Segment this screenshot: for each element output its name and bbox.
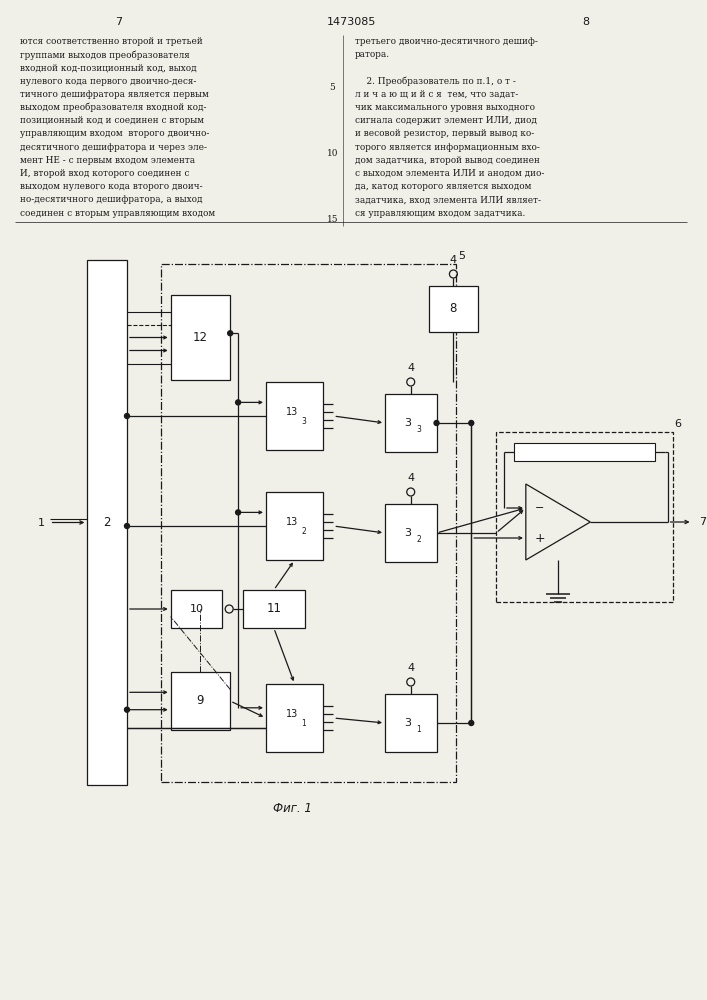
Bar — [266, 382, 323, 450]
Text: 4: 4 — [407, 473, 414, 483]
Text: 10: 10 — [327, 149, 338, 158]
Bar — [385, 394, 436, 452]
Text: выходом преобразователя входной код-: выходом преобразователя входной код- — [20, 103, 206, 112]
Text: 4: 4 — [450, 255, 457, 265]
Bar — [385, 694, 436, 752]
Bar — [170, 672, 230, 730]
Bar — [496, 432, 672, 602]
Text: выходом нулевого кода второго двоич-: выходом нулевого кода второго двоич- — [20, 182, 202, 191]
Text: 13: 13 — [286, 517, 298, 527]
Bar — [87, 260, 127, 785]
Circle shape — [235, 510, 240, 515]
Text: с выходом элемента ИЛИ и анодом дио-: с выходом элемента ИЛИ и анодом дио- — [355, 169, 544, 178]
Text: 3: 3 — [404, 418, 411, 428]
Text: 8: 8 — [450, 302, 457, 316]
Text: И, второй вход которого соединен с: И, второй вход которого соединен с — [20, 169, 189, 178]
Text: мент НЕ - с первым входом элемента: мент НЕ - с первым входом элемента — [20, 156, 195, 165]
Text: −: − — [535, 503, 544, 513]
Text: десятичного дешифратора и через эле-: десятичного дешифратора и через эле- — [20, 143, 207, 152]
Text: 1: 1 — [302, 720, 306, 728]
Text: соединен с вторым управляющим входом: соединен с вторым управляющим входом — [20, 209, 215, 218]
Text: 7: 7 — [699, 517, 706, 527]
Bar — [514, 443, 655, 461]
Text: 13: 13 — [286, 407, 298, 417]
Text: но-десятичного дешифратора, а выход: но-десятичного дешифратора, а выход — [20, 195, 202, 204]
Text: 11: 11 — [267, 602, 281, 615]
Circle shape — [124, 414, 129, 418]
Text: да, катод которого является выходом: да, катод которого является выходом — [355, 182, 532, 191]
Circle shape — [124, 707, 129, 712]
Text: ся управляющим входом задатчика.: ся управляющим входом задатчика. — [355, 209, 525, 218]
Text: Фиг. 1: Фиг. 1 — [273, 802, 312, 814]
Text: 3: 3 — [404, 528, 411, 538]
Text: входной код-позиционный код, выход: входной код-позиционный код, выход — [20, 63, 197, 72]
Text: нулевого кода первого двоично-деся-: нулевого кода первого двоично-деся- — [20, 77, 197, 86]
Text: 1: 1 — [37, 518, 45, 528]
Text: 8: 8 — [582, 17, 589, 27]
Text: 1473085: 1473085 — [327, 17, 376, 27]
Text: 5: 5 — [329, 83, 335, 92]
Text: 6: 6 — [674, 419, 682, 429]
Text: чик максимального уровня выходного: чик максимального уровня выходного — [355, 103, 535, 112]
Text: торого является информационным вхо-: торого является информационным вхо- — [355, 143, 540, 152]
Circle shape — [469, 420, 474, 426]
Bar — [428, 286, 478, 332]
Circle shape — [469, 720, 474, 726]
Bar — [170, 295, 230, 380]
Text: 9: 9 — [197, 694, 204, 708]
Text: 15: 15 — [327, 215, 338, 224]
Text: ратора.: ратора. — [355, 50, 390, 59]
Text: 3: 3 — [404, 718, 411, 728]
Text: 4: 4 — [407, 363, 414, 373]
Text: 3: 3 — [302, 418, 306, 426]
Bar — [266, 492, 323, 560]
Text: позиционный код и соединен с вторым: позиционный код и соединен с вторым — [20, 116, 204, 125]
Circle shape — [235, 400, 240, 405]
Bar — [385, 504, 436, 562]
Text: 1: 1 — [416, 724, 421, 734]
Text: л и ч а ю щ и й с я  тем, что задат-: л и ч а ю щ и й с я тем, что задат- — [355, 90, 518, 99]
Circle shape — [434, 420, 439, 426]
Text: 2: 2 — [302, 528, 306, 536]
Text: третьего двоично-десятичного дешиф-: третьего двоично-десятичного дешиф- — [355, 37, 538, 46]
Text: 12: 12 — [193, 331, 208, 344]
Text: 4: 4 — [407, 663, 414, 673]
Bar — [170, 590, 222, 628]
Text: и весовой резистор, первый вывод ко-: и весовой резистор, первый вывод ко- — [355, 129, 534, 138]
Circle shape — [124, 524, 129, 528]
Bar — [266, 684, 323, 752]
Text: 5: 5 — [458, 251, 465, 261]
Text: 13: 13 — [286, 709, 298, 719]
Text: 2: 2 — [103, 516, 111, 529]
Text: тичного дешифратора является первым: тичного дешифратора является первым — [20, 90, 209, 99]
Bar — [243, 590, 305, 628]
Text: группами выходов преобразователя: группами выходов преобразователя — [20, 50, 189, 60]
Text: 3: 3 — [416, 424, 421, 434]
Text: 10: 10 — [189, 604, 204, 614]
Text: управляющим входом  второго двоично-: управляющим входом второго двоично- — [20, 129, 209, 138]
Text: 7: 7 — [115, 17, 122, 27]
Text: 2. Преобразователь по п.1, о т -: 2. Преобразователь по п.1, о т - — [355, 77, 516, 86]
Text: сигнала содержит элемент ИЛИ, диод: сигнала содержит элемент ИЛИ, диод — [355, 116, 537, 125]
Text: ются соответственно второй и третьей: ются соответственно второй и третьей — [20, 37, 203, 46]
Bar — [160, 264, 457, 782]
Text: дом задатчика, второй вывод соединен: дом задатчика, второй вывод соединен — [355, 156, 540, 165]
Text: задатчика, вход элемента ИЛИ являет-: задатчика, вход элемента ИЛИ являет- — [355, 195, 541, 204]
Text: +: + — [534, 532, 545, 544]
Text: 2: 2 — [416, 534, 421, 544]
Circle shape — [228, 331, 233, 336]
